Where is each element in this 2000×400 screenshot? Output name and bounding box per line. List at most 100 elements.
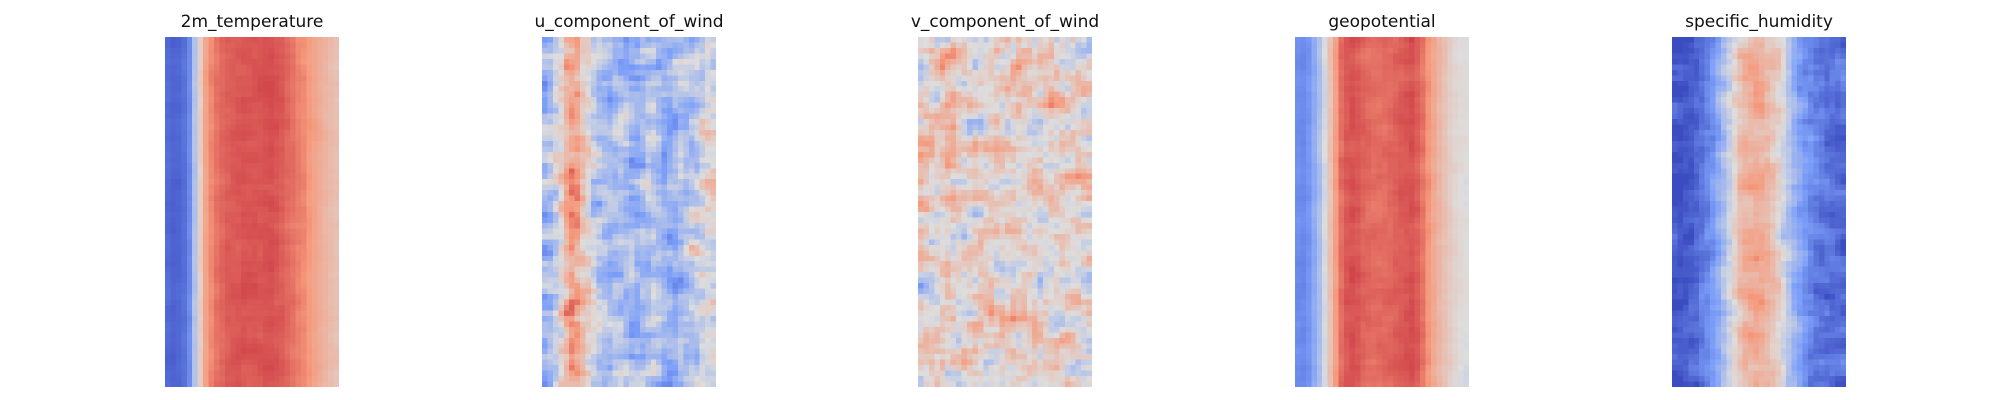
heatmap-cell — [230, 86, 236, 92]
heatmap-cell — [552, 113, 559, 120]
heatmap-cell — [257, 217, 263, 224]
heatmap-cell — [295, 239, 302, 245]
heatmap-cell — [241, 370, 247, 377]
heatmap-cell — [333, 69, 339, 76]
heatmap-cell — [1064, 91, 1071, 98]
heatmap-cell — [645, 135, 651, 142]
heatmap-cell — [585, 179, 592, 185]
heatmap-cell — [983, 37, 989, 43]
heatmap-cell — [1021, 129, 1027, 136]
heatmap-cell — [1053, 75, 1060, 81]
heatmap-cell — [547, 113, 553, 120]
heatmap-cell — [710, 277, 716, 284]
heatmap-cell — [165, 47, 171, 54]
heatmap-cell — [694, 212, 700, 218]
heatmap-cell — [1043, 47, 1049, 54]
heatmap-cell — [607, 212, 613, 218]
heatmap-cell — [590, 108, 597, 114]
heatmap-cell — [284, 47, 291, 54]
heatmap-cell — [175, 255, 182, 262]
heatmap-cell — [699, 381, 706, 387]
heatmap-cell — [224, 173, 231, 180]
heatmap-cell — [961, 173, 968, 180]
heatmap-cell — [279, 151, 285, 158]
heatmap-cell — [710, 75, 716, 81]
heatmap-cell — [705, 376, 711, 382]
heatmap-cell — [999, 91, 1006, 98]
heatmap-cell — [290, 250, 296, 256]
heatmap-cell — [574, 124, 581, 131]
heatmap-cell — [639, 140, 646, 147]
heatmap-cell — [601, 255, 608, 262]
heatmap-cell — [257, 58, 263, 65]
heatmap-cell — [262, 179, 269, 185]
heatmap-cell — [1010, 69, 1016, 76]
heatmap-cell — [558, 201, 564, 207]
heatmap-cell — [634, 157, 640, 163]
heatmap-cell — [317, 370, 323, 377]
heatmap-cell — [279, 365, 285, 371]
heatmap-cell — [322, 86, 329, 92]
heatmap-cell — [552, 337, 559, 344]
heatmap-cell — [1053, 102, 1060, 109]
heatmap-cell — [306, 97, 312, 103]
heatmap-cell — [262, 108, 269, 114]
heatmap-cell — [677, 53, 684, 59]
heatmap-cell — [279, 157, 285, 163]
heatmap-cell — [923, 184, 929, 191]
heatmap-cell — [558, 294, 564, 300]
heatmap-cell — [683, 179, 689, 185]
heatmap-cell — [983, 179, 989, 185]
heatmap-cell — [580, 222, 586, 229]
heatmap-cell — [580, 190, 586, 196]
heatmap-cell — [569, 217, 575, 224]
heatmap-cell — [241, 283, 247, 289]
heatmap-cell — [656, 261, 662, 267]
heatmap-cell — [1026, 37, 1033, 43]
heatmap-cell — [667, 195, 673, 202]
heatmap-cell — [165, 212, 171, 218]
heatmap-cell — [580, 195, 586, 202]
heatmap-cell — [705, 146, 711, 152]
heatmap-cell — [165, 42, 171, 49]
heatmap-cell — [934, 47, 940, 54]
heatmap-cell — [988, 53, 995, 59]
heatmap-cell — [629, 184, 635, 191]
heatmap-cell — [165, 162, 171, 169]
heatmap-cell — [1037, 140, 1044, 147]
heatmap-cell — [710, 64, 716, 70]
heatmap-cell — [219, 239, 225, 245]
heatmap-cell — [1070, 37, 1076, 43]
heatmap-cell — [623, 64, 630, 70]
heatmap-cell — [667, 162, 673, 169]
heatmap-cell — [574, 151, 581, 158]
heatmap-cell — [181, 321, 187, 327]
heatmap-cell — [563, 277, 570, 284]
heatmap-cell — [257, 124, 263, 131]
heatmap-cell — [645, 195, 651, 202]
heatmap-cell — [213, 277, 220, 284]
heatmap-cell — [186, 283, 193, 289]
heatmap-cell — [618, 108, 624, 114]
heatmap-cell — [1075, 135, 1082, 142]
heatmap-cell — [311, 195, 318, 202]
heatmap-cell — [563, 233, 570, 240]
heatmap-cell — [688, 91, 695, 98]
heatmap-cell — [705, 288, 711, 295]
heatmap-cell — [612, 310, 619, 317]
heatmap-cell — [181, 370, 187, 377]
heatmap-cell — [306, 381, 312, 387]
heatmap-cell — [165, 261, 171, 267]
heatmap-cell — [645, 47, 651, 54]
heatmap-cell — [1048, 162, 1055, 169]
heatmap-cell — [645, 162, 651, 169]
heatmap-cell — [623, 119, 630, 125]
heatmap-cell — [317, 321, 323, 327]
heatmap-cell — [612, 359, 619, 366]
heatmap-cell — [213, 184, 220, 191]
heatmap-cell — [295, 201, 302, 207]
heatmap-cell — [328, 277, 334, 284]
heatmap-cell — [961, 97, 968, 103]
heatmap-cell — [618, 80, 624, 87]
heatmap-cell — [213, 365, 220, 371]
